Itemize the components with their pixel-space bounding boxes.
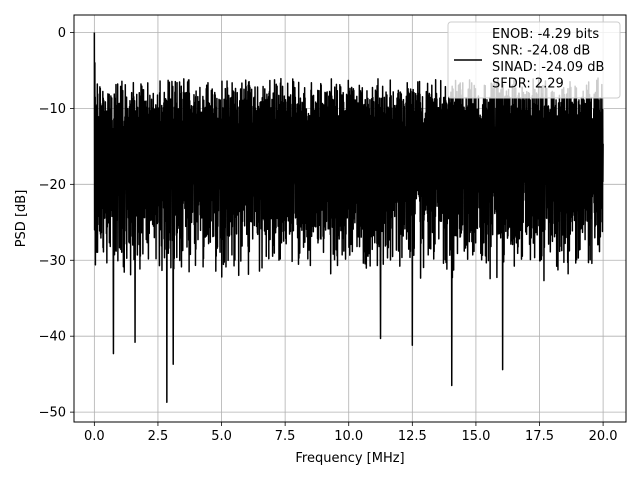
y-tick-label: −50 xyxy=(39,406,66,421)
x-tick-label: 20.0 xyxy=(589,429,618,444)
y-tick-label: −30 xyxy=(39,254,66,269)
x-axis-label: Frequency [MHz] xyxy=(295,451,404,466)
legend-entry: ENOB: -4.29 bits SNR: -24.08 dB SINAD: -24… xyxy=(492,27,604,92)
x-tick-label: 15.0 xyxy=(461,429,490,444)
x-tick-label: 10.0 xyxy=(334,429,363,444)
x-tick-label: 5.0 xyxy=(211,429,232,444)
y-tick-label: −20 xyxy=(39,178,66,193)
x-tick-label: 7.5 xyxy=(275,429,296,444)
x-tick-label: 17.5 xyxy=(525,429,554,444)
legend: ENOB: -4.29 bits SNR: -24.08 dB SINAD: -24… xyxy=(447,21,621,99)
axes-frame xyxy=(73,14,627,423)
legend-box xyxy=(447,21,621,99)
y-tick-label: −10 xyxy=(39,102,66,117)
y-tick-label: 0 xyxy=(58,26,66,41)
x-axis-ticks: 0.0 2.5 5.0 7.5 10.0 12.5 15.0 17.5 20.0 xyxy=(84,422,618,444)
x-tick-label: 0.0 xyxy=(84,429,105,444)
x-tick-label: 12.5 xyxy=(398,429,427,444)
y-tick-label: −40 xyxy=(39,330,66,345)
y-axis-label: PSD [dB] xyxy=(14,190,29,248)
y-axis-ticks: 0 −10 −20 −30 −40 −50 xyxy=(39,26,74,421)
x-tick-label: 2.5 xyxy=(148,429,169,444)
